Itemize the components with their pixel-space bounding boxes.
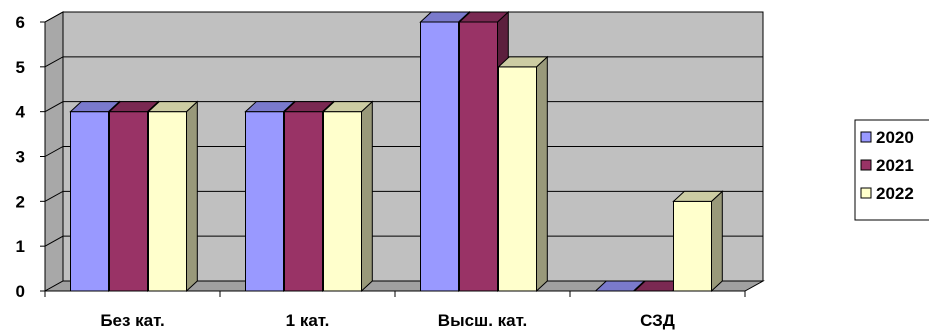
bar bbox=[672, 190, 724, 293]
legend-swatch bbox=[860, 187, 872, 199]
bar-top bbox=[497, 56, 549, 68]
bar-front bbox=[420, 21, 459, 292]
x-axis-categories: Без кат. 1 кат. Высш. кат. СЗД bbox=[100, 311, 675, 330]
bar bbox=[594, 280, 646, 292]
bar-front bbox=[673, 200, 712, 292]
y-axis-ticks: 0 1 2 3 4 5 6 bbox=[16, 13, 26, 301]
bar bbox=[497, 55, 549, 293]
bar-top bbox=[458, 11, 510, 23]
bar-top bbox=[322, 101, 374, 113]
bar-front bbox=[109, 111, 148, 292]
bar-front bbox=[284, 111, 323, 292]
legend-label: 2022 bbox=[876, 184, 914, 203]
y-tick-label: 4 bbox=[16, 103, 26, 122]
bars bbox=[69, 10, 724, 293]
bar-front bbox=[323, 111, 362, 292]
y-tick-label: 3 bbox=[16, 148, 25, 167]
bar-front bbox=[498, 66, 537, 292]
y-tick-label: 6 bbox=[16, 13, 25, 32]
y-tick-label: 1 bbox=[16, 237, 25, 256]
bar-front bbox=[245, 111, 284, 292]
x-category-label: Без кат. bbox=[100, 311, 164, 330]
bar-top bbox=[108, 101, 160, 113]
bar bbox=[322, 100, 374, 293]
bar-front bbox=[459, 21, 498, 292]
bar-top bbox=[244, 101, 296, 113]
bar-side bbox=[711, 190, 723, 293]
legend-swatch bbox=[860, 131, 872, 143]
bar bbox=[108, 100, 160, 293]
bar-top bbox=[419, 11, 471, 23]
x-category-label: 1 кат. bbox=[286, 311, 330, 330]
legend-swatch bbox=[860, 159, 872, 171]
y-tick-label: 5 bbox=[16, 58, 25, 77]
bar bbox=[147, 100, 199, 293]
bar-side bbox=[186, 100, 198, 293]
bar-front bbox=[70, 111, 109, 292]
bar-side bbox=[361, 100, 373, 293]
bar-top bbox=[672, 190, 724, 202]
bar-top bbox=[147, 101, 199, 113]
y-tick-label: 2 bbox=[16, 192, 25, 211]
legend-label: 2021 bbox=[876, 156, 914, 175]
bar-top bbox=[594, 280, 646, 292]
legend: 2020 2021 2022 bbox=[854, 119, 929, 221]
bar-top bbox=[69, 101, 121, 113]
legend-label: 2020 bbox=[876, 128, 914, 147]
x-category-label: СЗД bbox=[640, 311, 675, 330]
x-category-label: Высш. кат. bbox=[438, 311, 527, 330]
gridline bbox=[44, 11, 763, 23]
bar-side bbox=[536, 55, 548, 293]
bar-top bbox=[283, 101, 335, 113]
bar-front bbox=[148, 111, 187, 292]
y-tick-label: 0 bbox=[16, 282, 25, 301]
